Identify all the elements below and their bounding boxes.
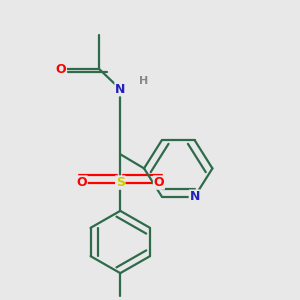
Text: N: N xyxy=(189,190,200,203)
Text: O: O xyxy=(56,63,66,76)
Text: O: O xyxy=(76,176,87,189)
Text: N: N xyxy=(115,82,125,96)
Text: O: O xyxy=(154,176,164,189)
Text: H: H xyxy=(140,76,149,85)
Text: S: S xyxy=(116,176,125,189)
